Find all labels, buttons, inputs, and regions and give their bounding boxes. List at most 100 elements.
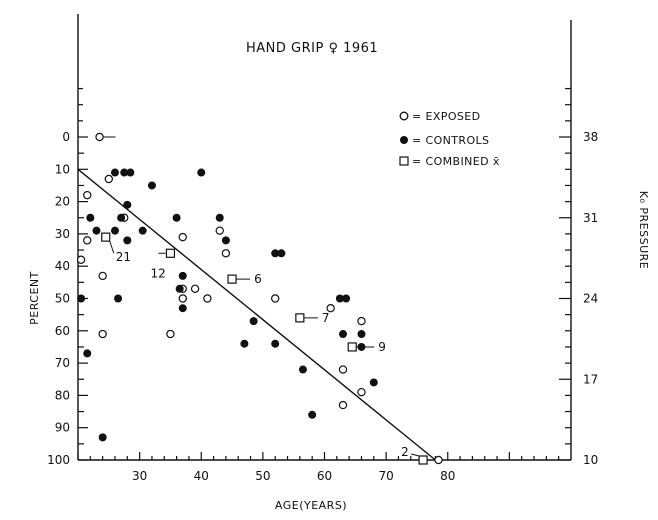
x-axis-title: AGE(YEARS): [275, 499, 347, 512]
point-exposed-10: [178, 294, 187, 303]
right-tick-label-24: 24: [583, 292, 598, 306]
point-controls-11: [123, 236, 132, 245]
regression-line: [77, 168, 436, 461]
y-tick-label-30: 30: [55, 227, 70, 241]
point-exposed-12: [203, 294, 212, 303]
frame: [77, 14, 572, 461]
point-controls-24: [271, 249, 280, 258]
point-controls-16: [175, 284, 184, 293]
point-controls-7: [114, 294, 123, 303]
y-tick-label-90: 90: [55, 421, 70, 435]
x-tick-label-80: 80: [440, 469, 455, 483]
point-exposed-4: [98, 271, 107, 281]
y-tick-label-70: 70: [55, 356, 70, 370]
point-controls-26: [271, 339, 280, 348]
point-controls-29: [335, 294, 344, 303]
point-controls-27: [298, 365, 307, 374]
point-controls-18: [178, 304, 187, 313]
point-controls-8: [117, 213, 126, 222]
point-controls-22: [240, 339, 249, 348]
point-controls-10: [123, 200, 132, 209]
point-exposed-1: [83, 190, 92, 200]
legend-combined-marker: [399, 156, 409, 166]
point-combined-5: [418, 455, 428, 465]
point-controls-17: [178, 271, 187, 280]
annotation-n-4: 9: [378, 340, 386, 354]
point-exposed-22: [434, 455, 443, 465]
x-tick-label-40: 40: [194, 469, 209, 483]
point-controls-21: [221, 236, 230, 245]
x-axis-ticks: 30 40 50 60 70 80: [77, 452, 560, 483]
point-exposed-8: [178, 232, 187, 242]
legend-controls-marker: [400, 136, 408, 144]
legend-exposed-marker: [399, 111, 409, 121]
point-controls-9: [120, 168, 129, 177]
annotation-leader-5: [410, 453, 420, 457]
point-exposed-19: [338, 400, 348, 410]
y-axis-right-ticks: 38 31 24 17 10: [559, 87, 598, 467]
chart-title: HAND GRIP ♀ 1961: [246, 41, 378, 56]
point-controls-0: [77, 294, 86, 303]
right-tick-label-38: 38: [583, 130, 598, 144]
x-tick-label-30: 30: [132, 469, 147, 483]
annotation-n-0: 21: [116, 250, 131, 264]
y-axis-ticks: 0 10 20 30 40 50 60 70 80 90 100: [47, 87, 88, 467]
y-tick-label-20: 20: [55, 195, 70, 209]
point-exposed-11: [190, 284, 200, 294]
point-combined-3: [295, 313, 305, 323]
point-exposed-5: [98, 329, 107, 339]
y-tick-label-50: 50: [55, 292, 70, 306]
data-points: [76, 132, 443, 465]
point-combined-2: [227, 274, 237, 284]
annotation-n-2: 6: [254, 272, 262, 286]
y-tick-label-100: 100: [47, 453, 70, 467]
point-controls-23: [249, 317, 258, 326]
point-controls-25: [277, 249, 286, 258]
point-exposed-3: [76, 255, 86, 264]
point-controls-4: [98, 433, 107, 442]
point-exposed-16: [271, 294, 280, 303]
point-controls-2: [83, 349, 92, 358]
annotation-n-1: 12: [150, 266, 165, 280]
point-controls-30: [342, 294, 351, 303]
point-combined-1: [165, 248, 176, 258]
point-controls-5: [110, 168, 119, 177]
point-exposed-18: [338, 365, 348, 374]
y-axis-title: PERCENT: [28, 271, 41, 325]
point-exposed-20: [357, 316, 366, 326]
annotation-n-5: 2: [401, 445, 409, 459]
y-tick-label-0: 0: [62, 130, 70, 144]
point-controls-1: [86, 213, 95, 222]
point-exposed-14: [221, 249, 231, 258]
y-tick-label-60: 60: [55, 324, 70, 338]
x-tick-label-60: 60: [317, 469, 332, 483]
point-controls-14: [147, 181, 156, 190]
legend-combined-label: = COMBINED x̄: [412, 155, 500, 168]
point-controls-34: [369, 378, 378, 387]
x-tick-label-70: 70: [378, 469, 393, 483]
y-tick-label-40: 40: [55, 259, 70, 273]
point-exposed-13: [215, 226, 224, 235]
annotations: 21 12 6 7 9 2: [103, 136, 420, 459]
point-exposed-21: [357, 387, 366, 397]
point-combined-4: [347, 342, 357, 352]
point-controls-13: [138, 226, 147, 235]
legend: = EXPOSED = CONTROLS = COMBINED x̄: [399, 110, 500, 168]
y-tick-label-10: 10: [55, 162, 70, 176]
point-combined-0: [101, 232, 111, 242]
y-axis-right-title: K₀ PRESSURE: [637, 191, 650, 269]
regression-line-group: [77, 168, 436, 461]
point-controls-3: [92, 226, 101, 235]
point-controls-12: [126, 168, 135, 177]
legend-controls-label: = CONTROLS: [412, 134, 489, 147]
right-tick-label-10: 10: [583, 453, 598, 467]
x-tick-label-50: 50: [255, 469, 270, 483]
point-controls-6: [110, 226, 119, 235]
annotation-leader-0: [109, 240, 115, 254]
point-controls-28: [308, 410, 317, 419]
point-exposed-0: [95, 132, 104, 142]
point-exposed-15: [166, 329, 175, 339]
point-controls-19: [197, 168, 206, 177]
point-controls-15: [172, 213, 181, 222]
